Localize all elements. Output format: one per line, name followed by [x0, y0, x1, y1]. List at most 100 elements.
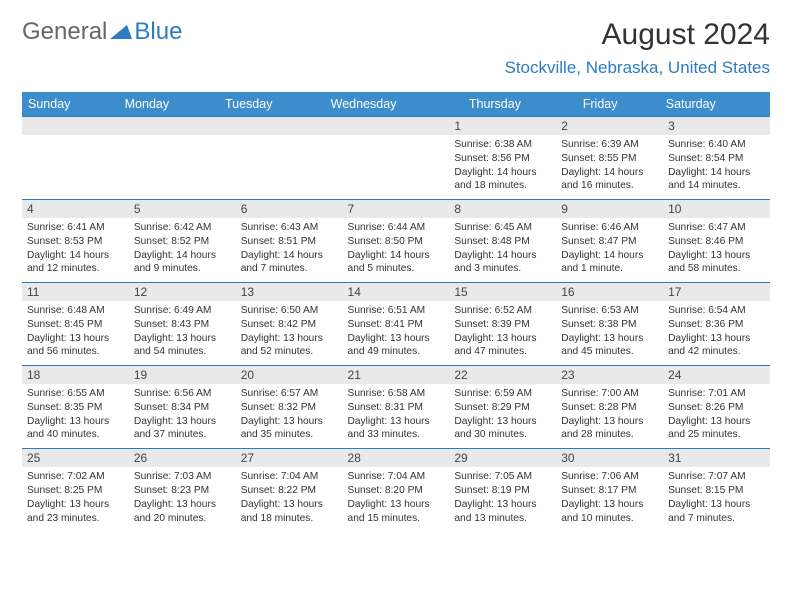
sunrise-text: Sunrise: 7:00 AM — [561, 387, 658, 401]
daylight-text: Daylight: 13 hours and 33 minutes. — [348, 415, 445, 443]
day-number: 2 — [556, 117, 663, 135]
sunset-text: Sunset: 8:25 PM — [27, 484, 124, 498]
daylight-text: Daylight: 13 hours and 58 minutes. — [668, 249, 765, 277]
day-cell: 17Sunrise: 6:54 AMSunset: 8:36 PMDayligh… — [663, 283, 770, 366]
day-details: Sunrise: 6:51 AMSunset: 8:41 PMDaylight:… — [343, 301, 450, 365]
day-cell: 30Sunrise: 7:06 AMSunset: 8:17 PMDayligh… — [556, 449, 663, 532]
empty-cell-body — [129, 135, 236, 190]
day-details: Sunrise: 6:58 AMSunset: 8:31 PMDaylight:… — [343, 384, 450, 448]
sunset-text: Sunset: 8:23 PM — [134, 484, 231, 498]
day-details: Sunrise: 6:49 AMSunset: 8:43 PMDaylight:… — [129, 301, 236, 365]
day-number: 15 — [449, 283, 556, 301]
day-cell: 12Sunrise: 6:49 AMSunset: 8:43 PMDayligh… — [129, 283, 236, 366]
daylight-text: Daylight: 13 hours and 15 minutes. — [348, 498, 445, 526]
sunset-text: Sunset: 8:17 PM — [561, 484, 658, 498]
day-number: 19 — [129, 366, 236, 384]
day-number: 11 — [22, 283, 129, 301]
day-number: 14 — [343, 283, 450, 301]
day-details: Sunrise: 7:00 AMSunset: 8:28 PMDaylight:… — [556, 384, 663, 448]
daylight-text: Daylight: 14 hours and 7 minutes. — [241, 249, 338, 277]
day-cell: 19Sunrise: 6:56 AMSunset: 8:34 PMDayligh… — [129, 366, 236, 449]
day-number — [236, 117, 343, 135]
day-cell — [236, 117, 343, 200]
day-number: 30 — [556, 449, 663, 467]
daylight-text: Daylight: 14 hours and 16 minutes. — [561, 166, 658, 194]
daylight-text: Daylight: 13 hours and 23 minutes. — [27, 498, 124, 526]
sunset-text: Sunset: 8:29 PM — [454, 401, 551, 415]
day-cell: 21Sunrise: 6:58 AMSunset: 8:31 PMDayligh… — [343, 366, 450, 449]
sunrise-text: Sunrise: 7:07 AM — [668, 470, 765, 484]
day-details: Sunrise: 6:40 AMSunset: 8:54 PMDaylight:… — [663, 135, 770, 199]
daylight-text: Daylight: 14 hours and 9 minutes. — [134, 249, 231, 277]
day-header-thu: Thursday — [463, 92, 577, 116]
sunrise-text: Sunrise: 6:41 AM — [27, 221, 124, 235]
day-details: Sunrise: 6:38 AMSunset: 8:56 PMDaylight:… — [449, 135, 556, 199]
sunset-text: Sunset: 8:26 PM — [668, 401, 765, 415]
sunrise-text: Sunrise: 6:46 AM — [561, 221, 658, 235]
sunrise-text: Sunrise: 6:42 AM — [134, 221, 231, 235]
day-cell: 26Sunrise: 7:03 AMSunset: 8:23 PMDayligh… — [129, 449, 236, 532]
sunrise-text: Sunrise: 6:56 AM — [134, 387, 231, 401]
daylight-text: Daylight: 14 hours and 3 minutes. — [454, 249, 551, 277]
sunset-text: Sunset: 8:22 PM — [241, 484, 338, 498]
day-details: Sunrise: 6:52 AMSunset: 8:39 PMDaylight:… — [449, 301, 556, 365]
day-details: Sunrise: 6:43 AMSunset: 8:51 PMDaylight:… — [236, 218, 343, 282]
daylight-text: Daylight: 14 hours and 1 minute. — [561, 249, 658, 277]
daylight-text: Daylight: 13 hours and 56 minutes. — [27, 332, 124, 360]
sunrise-text: Sunrise: 6:45 AM — [454, 221, 551, 235]
day-number: 9 — [556, 200, 663, 218]
sunset-text: Sunset: 8:41 PM — [348, 318, 445, 332]
day-number: 24 — [663, 366, 770, 384]
day-details: Sunrise: 6:59 AMSunset: 8:29 PMDaylight:… — [449, 384, 556, 448]
day-details: Sunrise: 6:47 AMSunset: 8:46 PMDaylight:… — [663, 218, 770, 282]
day-number: 4 — [22, 200, 129, 218]
logo-triangle-icon — [110, 18, 132, 46]
day-cell: 13Sunrise: 6:50 AMSunset: 8:42 PMDayligh… — [236, 283, 343, 366]
day-number: 22 — [449, 366, 556, 384]
week-row: 18Sunrise: 6:55 AMSunset: 8:35 PMDayligh… — [22, 366, 770, 449]
day-details: Sunrise: 6:57 AMSunset: 8:32 PMDaylight:… — [236, 384, 343, 448]
daylight-text: Daylight: 13 hours and 45 minutes. — [561, 332, 658, 360]
day-number: 6 — [236, 200, 343, 218]
day-cell: 6Sunrise: 6:43 AMSunset: 8:51 PMDaylight… — [236, 200, 343, 283]
month-title: August 2024 — [504, 18, 770, 52]
daylight-text: Daylight: 14 hours and 18 minutes. — [454, 166, 551, 194]
day-number: 16 — [556, 283, 663, 301]
day-number: 23 — [556, 366, 663, 384]
sunset-text: Sunset: 8:36 PM — [668, 318, 765, 332]
daylight-text: Daylight: 13 hours and 18 minutes. — [241, 498, 338, 526]
daylight-text: Daylight: 13 hours and 42 minutes. — [668, 332, 765, 360]
day-number: 1 — [449, 117, 556, 135]
calendar-table: Sunday Monday Tuesday Wednesday Thursday… — [22, 92, 770, 116]
day-cell: 3Sunrise: 6:40 AMSunset: 8:54 PMDaylight… — [663, 117, 770, 200]
day-header-sun: Sunday — [22, 92, 119, 116]
sunset-text: Sunset: 8:31 PM — [348, 401, 445, 415]
day-number: 25 — [22, 449, 129, 467]
sunset-text: Sunset: 8:19 PM — [454, 484, 551, 498]
daylight-text: Daylight: 13 hours and 54 minutes. — [134, 332, 231, 360]
sunset-text: Sunset: 8:53 PM — [27, 235, 124, 249]
sunset-text: Sunset: 8:56 PM — [454, 152, 551, 166]
day-number: 26 — [129, 449, 236, 467]
day-details: Sunrise: 6:55 AMSunset: 8:35 PMDaylight:… — [22, 384, 129, 448]
day-number: 5 — [129, 200, 236, 218]
sunrise-text: Sunrise: 6:53 AM — [561, 304, 658, 318]
day-details: Sunrise: 7:07 AMSunset: 8:15 PMDaylight:… — [663, 467, 770, 531]
logo-text-blue: Blue — [134, 18, 182, 46]
day-number: 31 — [663, 449, 770, 467]
day-details: Sunrise: 7:04 AMSunset: 8:20 PMDaylight:… — [343, 467, 450, 531]
day-number: 10 — [663, 200, 770, 218]
day-cell: 23Sunrise: 7:00 AMSunset: 8:28 PMDayligh… — [556, 366, 663, 449]
day-header-wed: Wednesday — [325, 92, 463, 116]
sunrise-text: Sunrise: 7:03 AM — [134, 470, 231, 484]
day-details: Sunrise: 6:45 AMSunset: 8:48 PMDaylight:… — [449, 218, 556, 282]
daylight-text: Daylight: 13 hours and 25 minutes. — [668, 415, 765, 443]
day-number: 29 — [449, 449, 556, 467]
sunrise-text: Sunrise: 6:48 AM — [27, 304, 124, 318]
day-details: Sunrise: 7:01 AMSunset: 8:26 PMDaylight:… — [663, 384, 770, 448]
day-cell: 22Sunrise: 6:59 AMSunset: 8:29 PMDayligh… — [449, 366, 556, 449]
week-row: 11Sunrise: 6:48 AMSunset: 8:45 PMDayligh… — [22, 283, 770, 366]
sunset-text: Sunset: 8:51 PM — [241, 235, 338, 249]
week-row: 25Sunrise: 7:02 AMSunset: 8:25 PMDayligh… — [22, 449, 770, 532]
day-details: Sunrise: 7:05 AMSunset: 8:19 PMDaylight:… — [449, 467, 556, 531]
